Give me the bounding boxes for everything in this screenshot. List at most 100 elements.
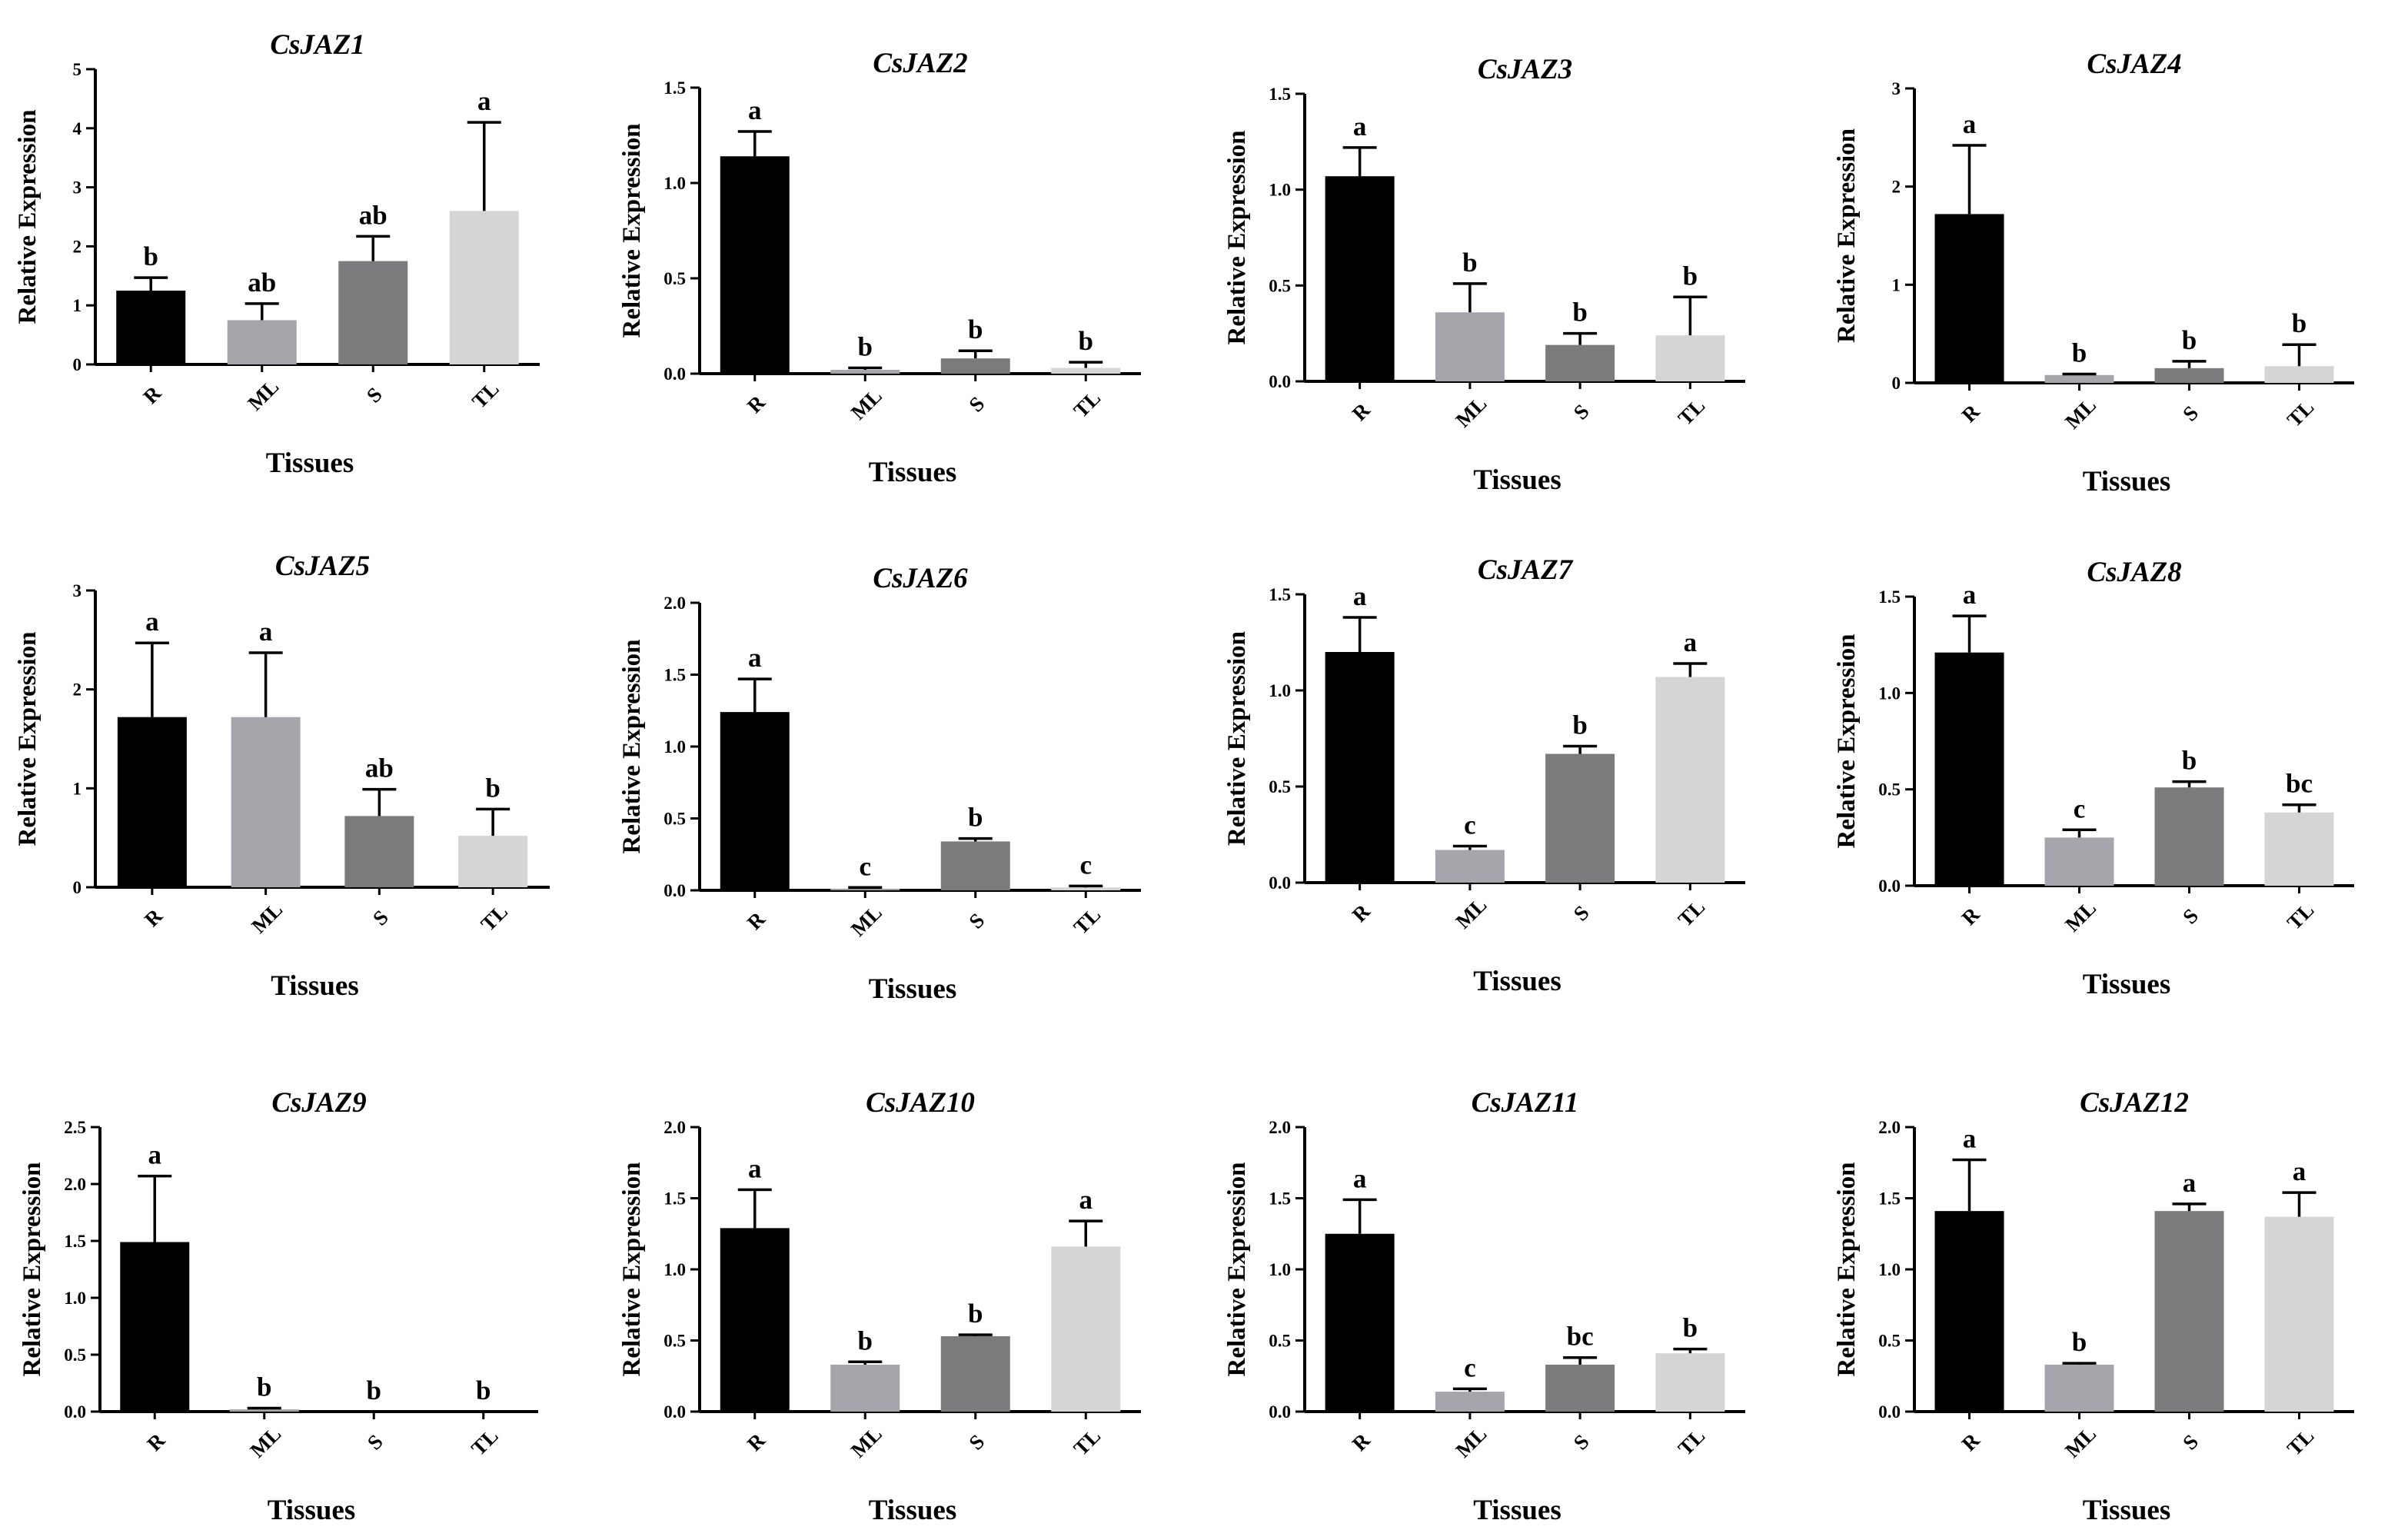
y-tick-label: 2 <box>73 680 82 700</box>
category-label-TL: TL <box>1069 386 1106 422</box>
category-label-R: R <box>1348 398 1375 425</box>
bar-ML <box>2044 837 2114 886</box>
significance-letter-ML: a <box>259 617 273 647</box>
bar-R <box>720 1228 790 1412</box>
x-axis-label: Tissues <box>1473 1495 1562 1526</box>
category-label-R: R <box>1348 1429 1375 1455</box>
bar-S <box>940 1335 1010 1412</box>
bar-ML <box>1435 312 1505 381</box>
bar-ML <box>2044 374 2114 383</box>
bar-TL <box>1051 368 1121 374</box>
bar-ML <box>231 717 301 887</box>
bar-R <box>720 712 790 890</box>
y-tick-label: 0.5 <box>664 810 686 829</box>
category-label-R: R <box>1957 1429 1984 1455</box>
y-tick-label: 1.0 <box>1878 1260 1901 1279</box>
y-tick-label: 2 <box>1892 178 1901 197</box>
y-axis-label: Relative Expression <box>618 640 646 854</box>
significance-letter-S: b <box>367 1375 381 1405</box>
y-tick-label: 2.0 <box>664 1118 686 1137</box>
y-tick-label: 0.0 <box>664 1402 686 1422</box>
bar-ML <box>830 370 900 374</box>
chart-panel-CsJAZ7: CsJAZ7 0.0 0.5 1.0 1.5 Relative Expression a Rc… <box>1223 554 1745 997</box>
category-label-ML: ML <box>2060 394 2100 434</box>
bar-R <box>1325 176 1395 382</box>
category-label-TL: TL <box>1069 903 1106 939</box>
bar-R <box>116 291 186 364</box>
category-label-R: R <box>743 1429 770 1455</box>
bar-ML <box>1435 1392 1505 1412</box>
y-tick-label: 1.5 <box>1878 1189 1901 1209</box>
category-label-TL: TL <box>1674 394 1710 430</box>
y-tick-label: 5 <box>73 60 82 79</box>
y-tick-label: 2.0 <box>664 594 686 613</box>
significance-letter-ML: b <box>858 1325 873 1355</box>
bar-TL <box>2264 812 2334 886</box>
significance-letter-TL: b <box>2292 308 2307 338</box>
y-tick-label: 0.0 <box>1878 876 1901 896</box>
y-axis-label: Relative Expression <box>1223 131 1251 345</box>
y-tick-label: 3 <box>73 581 82 600</box>
significance-letter-S: bc <box>1567 1322 1594 1352</box>
chart-title: CsJAZ8 <box>2087 557 2181 588</box>
chart-panel-CsJAZ6: CsJAZ6 0.0 0.5 1.0 1.5 2.0 Relative Expression… <box>618 563 1141 1005</box>
chart-title: CsJAZ10 <box>866 1087 975 1119</box>
bar-S <box>1545 344 1615 381</box>
x-axis-label: Tissues <box>266 447 354 479</box>
x-axis-label: Tissues <box>271 970 359 1002</box>
bar-TL <box>1655 335 1725 381</box>
y-tick-label: 0.5 <box>1269 1332 1291 1351</box>
significance-letter-R: a <box>1353 111 1367 141</box>
category-label-TL: TL <box>467 1424 503 1460</box>
significance-letter-S: ab <box>365 753 394 783</box>
significance-letter-S: b <box>968 1299 983 1329</box>
y-tick-label: 0 <box>1892 374 1901 393</box>
significance-letter-S: a <box>2183 1168 2197 1198</box>
x-axis-label: Tissues <box>2083 969 2171 1000</box>
category-label-ML: ML <box>2060 896 2100 936</box>
significance-letter-TL: b <box>1079 326 1093 356</box>
y-tick-label: 0.5 <box>1269 777 1291 797</box>
chart-panel-CsJAZ9: CsJAZ9 0.0 0.5 1.0 1.5 2.0 2.5 Relative Express… <box>18 1087 538 1526</box>
y-tick-label: 1.5 <box>1269 85 1291 104</box>
category-label-S: S <box>964 392 989 417</box>
y-tick-label: 1.0 <box>1269 181 1291 200</box>
category-label-S: S <box>2178 401 2203 426</box>
y-tick-label: 1 <box>73 779 82 798</box>
significance-letter-ML: b <box>858 332 873 362</box>
significance-letter-TL: bc <box>2286 769 2313 799</box>
y-tick-label: 1.5 <box>664 78 686 98</box>
bar-R <box>1934 1211 2004 1412</box>
y-tick-label: 0.5 <box>664 269 686 288</box>
bar-S <box>1545 753 1615 883</box>
y-tick-label: 3 <box>73 178 82 198</box>
y-tick-label: 1.0 <box>664 1260 686 1279</box>
significance-letter-ML: c <box>2074 793 2086 823</box>
bar-S <box>2154 368 2224 383</box>
significance-letter-R: b <box>144 241 158 271</box>
y-tick-label: 0.5 <box>1878 780 1901 800</box>
significance-letter-ML: b <box>1462 248 1477 278</box>
significance-letter-R: a <box>1353 581 1367 611</box>
bar-ML <box>830 889 900 890</box>
significance-letter-S: b <box>1572 710 1587 740</box>
significance-letter-R: a <box>748 643 762 673</box>
chart-panel-CsJAZ1: CsJAZ1 0 1 2 3 4 5 Relative Expression b Rab ML ab S… <box>14 29 540 479</box>
y-tick-label: 1.5 <box>1878 587 1901 607</box>
y-axis-label: Relative Expression <box>1833 634 1861 849</box>
category-label-TL: TL <box>1674 1424 1710 1460</box>
category-label-S: S <box>1569 1430 1594 1455</box>
significance-letter-R: a <box>1963 580 1977 610</box>
y-axis-label: Relative Expression <box>618 1162 646 1377</box>
bar-S <box>2154 787 2224 886</box>
chart-title: CsJAZ1 <box>270 29 364 61</box>
y-axis-label: Relative Expression <box>1833 128 1861 343</box>
chart-title: CsJAZ4 <box>2087 48 2181 80</box>
bar-R <box>1934 214 2004 383</box>
category-label-S: S <box>362 383 387 407</box>
category-label-S: S <box>363 1430 387 1455</box>
category-label-S: S <box>2178 1430 2203 1455</box>
y-tick-label: 0.5 <box>64 1345 86 1365</box>
y-tick-label: 0.5 <box>1269 276 1291 295</box>
